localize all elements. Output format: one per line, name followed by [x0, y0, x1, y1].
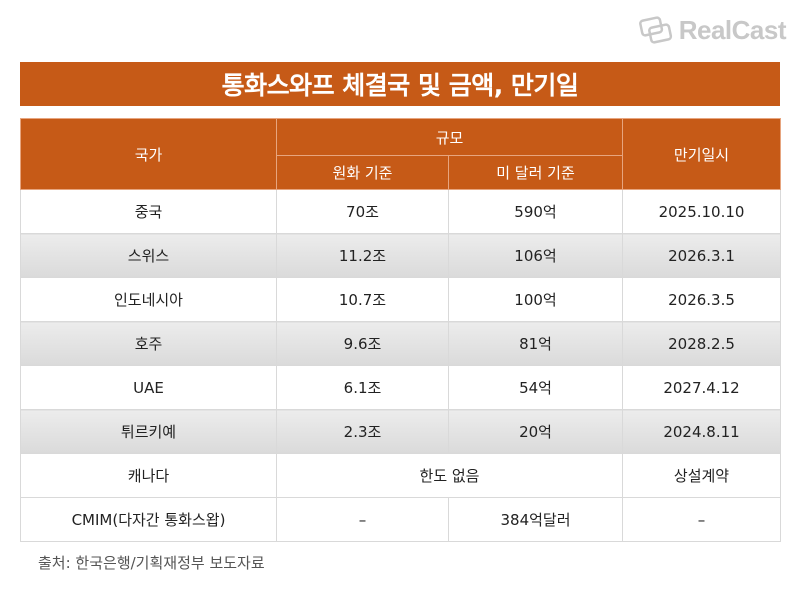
header-country: 국가 — [20, 118, 277, 190]
country-cell: 튀르키예 — [20, 409, 277, 454]
header-krw: 원화 기준 — [276, 155, 449, 190]
maturity-cell: 2024.8.11 — [622, 409, 782, 454]
swap-table: 국가 규모 만기일시 원화 기준 미 달러 기준 중국 70조 590억 202… — [20, 118, 782, 542]
usd-cell: 54억 — [447, 365, 624, 410]
table-row: 중국 70조 590억 2025.10.10 — [20, 189, 782, 234]
usd-cell: 384억달러 — [447, 497, 624, 542]
krw-cell: – — [276, 497, 449, 542]
page-title: 통화스와프 체결국 및 금액, 만기일 — [20, 62, 780, 106]
table-row: 스위스 11.2조 106억 2026.3.1 — [20, 233, 782, 278]
country-cell: 캐나다 — [20, 453, 277, 498]
maturity-cell: 상설계약 — [622, 453, 782, 498]
table-row: 호주 9.6조 81억 2028.2.5 — [20, 321, 782, 366]
logo-text: RealCast — [678, 14, 787, 45]
table-row: 튀르키예 2.3조 20억 2024.8.11 — [20, 409, 782, 454]
maturity-cell: 2028.2.5 — [622, 321, 782, 366]
country-cell: UAE — [20, 365, 277, 410]
usd-cell: 81억 — [447, 321, 624, 366]
realcast-logo: RealCast — [638, 12, 787, 48]
krw-cell: 10.7조 — [276, 277, 449, 322]
usd-cell: 106억 — [447, 233, 624, 278]
chat-bubbles-icon — [638, 16, 672, 44]
country-cell: 스위스 — [20, 233, 277, 278]
country-cell: 인도네시아 — [20, 277, 277, 322]
krw-cell: 6.1조 — [276, 365, 449, 410]
table-row: 캐나다 한도 없음 상설계약 — [20, 453, 782, 498]
header-usd: 미 달러 기준 — [447, 155, 624, 190]
maturity-cell: 2026.3.5 — [622, 277, 782, 322]
table-row: CMIM(다자간 통화스왑) – 384억달러 – — [20, 497, 782, 542]
table-row: 인도네시아 10.7조 100억 2026.3.5 — [20, 277, 782, 322]
country-cell: 호주 — [20, 321, 277, 366]
krw-cell: 11.2조 — [276, 233, 449, 278]
usd-cell: 20억 — [447, 409, 624, 454]
country-cell: CMIM(다자간 통화스왑) — [20, 497, 277, 542]
maturity-cell: 2026.3.1 — [622, 233, 782, 278]
usd-cell: 100억 — [447, 277, 624, 322]
source-note: 출처: 한국은행/기획재정부 보도자료 — [38, 554, 265, 572]
table-row: UAE 6.1조 54억 2027.4.12 — [20, 365, 782, 410]
maturity-cell: 2025.10.10 — [622, 189, 782, 234]
country-cell: 중국 — [20, 189, 277, 234]
krw-cell: 70조 — [276, 189, 449, 234]
scale-cell: 한도 없음 — [275, 453, 624, 498]
usd-cell: 590억 — [447, 189, 624, 234]
header-scale: 규모 — [275, 118, 624, 156]
header-maturity: 만기일시 — [622, 118, 782, 190]
krw-cell: 2.3조 — [276, 409, 449, 454]
maturity-cell: 2027.4.12 — [622, 365, 782, 410]
krw-cell: 9.6조 — [276, 321, 449, 366]
maturity-cell: – — [622, 497, 782, 542]
